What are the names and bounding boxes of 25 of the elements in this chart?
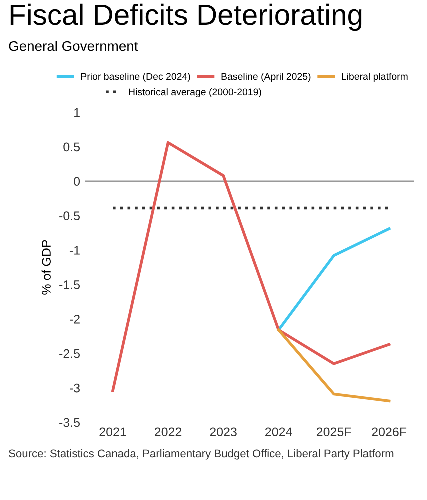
x-tick-label: 2024 <box>266 428 292 437</box>
legend-label: Liberal platform <box>342 72 408 82</box>
y-axis-title: % of GDP <box>42 240 51 295</box>
x-tick-label: 2023 <box>210 428 237 437</box>
x-tick-label: 2026F <box>372 428 407 437</box>
line-series <box>112 141 391 392</box>
y-tick-label: -0.5 <box>60 212 80 220</box>
chart-subtitle: General Government <box>9 41 138 52</box>
chart-title: Fiscal Deficits Deteriorating <box>10 4 362 32</box>
y-tick-label: 0.5 <box>64 142 80 152</box>
source-note: Source: Statistics Canada, Parliamentary Budget Office, Liberal Party Platform <box>9 449 394 460</box>
y-tick-label: -2 <box>70 314 80 324</box>
x-tick-label: 2021 <box>100 428 126 437</box>
y-tick-label: -3.5 <box>60 418 80 428</box>
y-tick-label: -3 <box>70 384 80 393</box>
x-tick-label: 2025F <box>316 428 352 437</box>
x-tick-label: 2022 <box>155 428 182 437</box>
legend-label: Prior baseline (Dec 2024) <box>81 72 190 82</box>
y-tick-label: 0 <box>74 177 80 186</box>
legend-label: Historical average (2000-2019) <box>129 88 262 98</box>
y-tick-label: -2.5 <box>60 349 80 358</box>
y-tick-label: -1.5 <box>60 280 80 290</box>
legend-label: Baseline (April 2025) <box>222 72 311 82</box>
y-tick-label: 1 <box>74 108 80 118</box>
y-tick-label: -1 <box>70 246 80 255</box>
